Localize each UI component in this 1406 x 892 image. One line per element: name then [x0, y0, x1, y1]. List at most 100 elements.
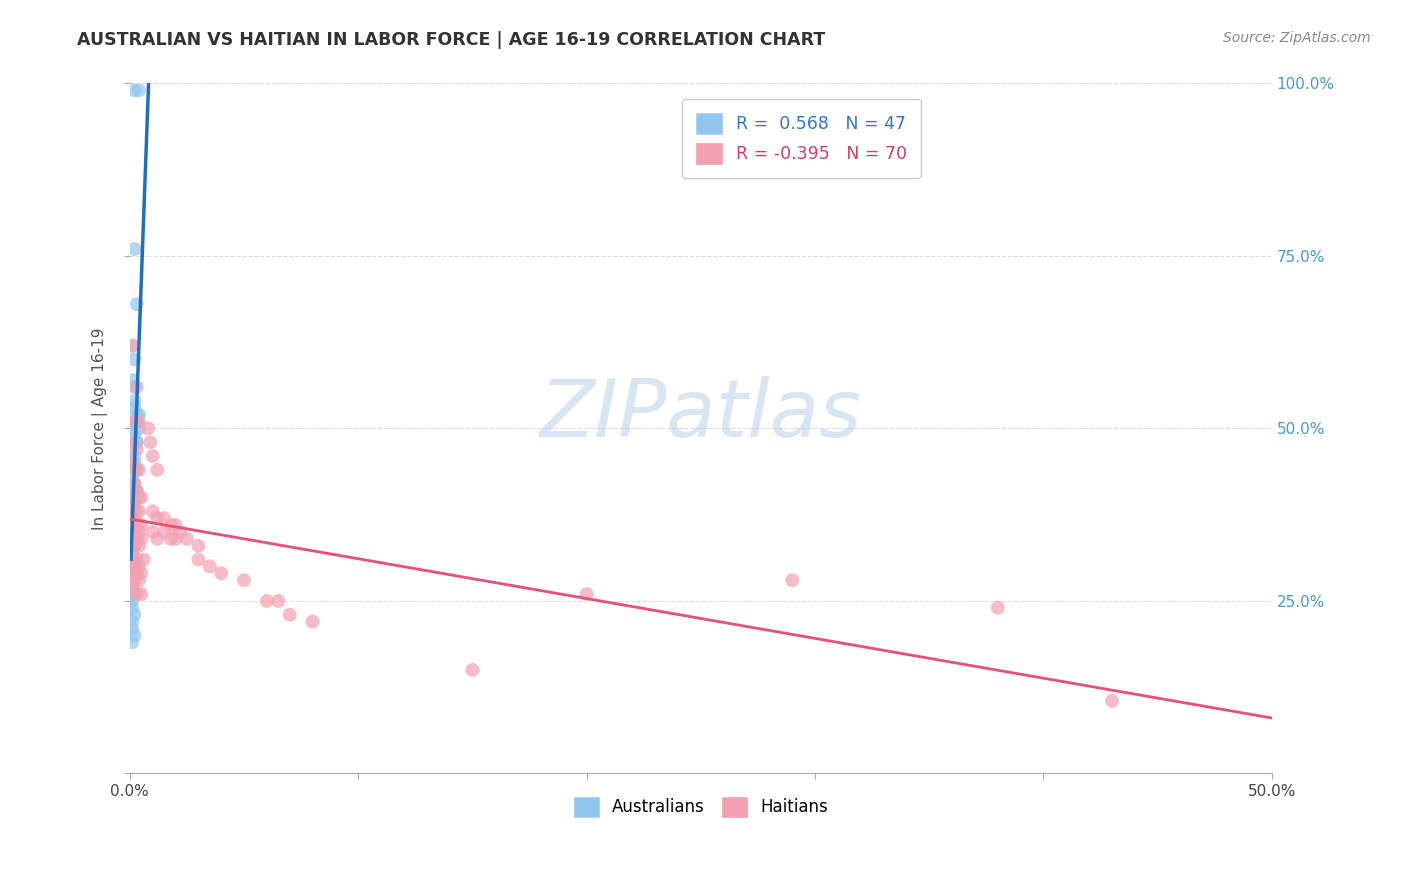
Point [121, 580, 143, 594]
Point [187, 539, 209, 553]
Point [124, 497, 146, 511]
Point [124, 449, 146, 463]
Legend: Australians, Haitians: Australians, Haitians [567, 790, 835, 823]
Point [121, 491, 143, 505]
Point [124, 628, 146, 642]
Point [125, 483, 148, 498]
Point [125, 518, 148, 533]
Point [124, 393, 146, 408]
Point [121, 546, 143, 560]
Point [153, 524, 176, 539]
Point [128, 559, 150, 574]
Point [136, 421, 159, 435]
Point [128, 573, 150, 587]
Point [121, 435, 143, 450]
Point [124, 428, 146, 442]
Point [121, 546, 143, 560]
Point [124, 380, 146, 394]
Point [124, 463, 146, 477]
Point [165, 518, 187, 533]
Point [121, 615, 143, 629]
Point [187, 552, 209, 566]
Point [124, 497, 146, 511]
Point [128, 524, 150, 539]
Point [1101, 694, 1123, 708]
Point [125, 435, 148, 450]
Point [124, 524, 146, 539]
Point [124, 476, 146, 491]
Point [124, 587, 146, 601]
Point [125, 408, 148, 422]
Point [121, 635, 143, 649]
Point [128, 491, 150, 505]
Point [165, 532, 187, 546]
Point [121, 491, 143, 505]
Point [125, 297, 148, 311]
Point [128, 463, 150, 477]
Point [125, 442, 148, 457]
Point [461, 663, 484, 677]
Point [124, 401, 146, 415]
Point [128, 83, 150, 97]
Point [169, 524, 191, 539]
Point [121, 421, 143, 435]
Point [124, 456, 146, 470]
Point [124, 552, 146, 566]
Text: ZIPatlas: ZIPatlas [540, 376, 862, 454]
Point [121, 622, 143, 636]
Point [124, 539, 146, 553]
Point [233, 573, 256, 587]
Point [160, 518, 183, 533]
Point [124, 566, 146, 581]
Point [124, 559, 146, 574]
Point [125, 504, 148, 518]
Point [198, 559, 221, 574]
Point [125, 380, 148, 394]
Point [987, 600, 1010, 615]
Point [125, 463, 148, 477]
Point [128, 421, 150, 435]
Point [125, 552, 148, 566]
Point [256, 594, 278, 608]
Point [139, 435, 162, 450]
Point [121, 566, 143, 581]
Y-axis label: In Labor Force | Age 16-19: In Labor Force | Age 16-19 [93, 327, 108, 530]
Point [146, 463, 169, 477]
Point [121, 580, 143, 594]
Point [124, 511, 146, 525]
Point [301, 615, 323, 629]
Point [129, 491, 152, 505]
Point [121, 442, 143, 457]
Point [128, 504, 150, 518]
Point [209, 566, 232, 581]
Text: AUSTRALIAN VS HAITIAN IN LABOR FORCE | AGE 16-19 CORRELATION CHART: AUSTRALIAN VS HAITIAN IN LABOR FORCE | A… [77, 31, 825, 49]
Point [125, 587, 148, 601]
Point [124, 524, 146, 539]
Point [128, 539, 150, 553]
Point [121, 511, 143, 525]
Point [128, 408, 150, 422]
Point [121, 600, 143, 615]
Point [780, 573, 803, 587]
Point [129, 566, 152, 581]
Point [124, 83, 146, 97]
Point [124, 607, 146, 622]
Point [124, 539, 146, 553]
Point [129, 518, 152, 533]
Point [121, 594, 143, 608]
Point [132, 552, 155, 566]
Point [121, 518, 143, 533]
Point [121, 338, 143, 352]
Point [176, 532, 198, 546]
Point [142, 449, 165, 463]
Point [125, 435, 148, 450]
Point [160, 532, 183, 546]
Point [124, 415, 146, 429]
Text: Source: ZipAtlas.com: Source: ZipAtlas.com [1223, 31, 1371, 45]
Point [125, 532, 148, 546]
Point [121, 504, 143, 518]
Point [121, 338, 143, 352]
Point [153, 511, 176, 525]
Point [121, 469, 143, 483]
Point [125, 415, 148, 429]
